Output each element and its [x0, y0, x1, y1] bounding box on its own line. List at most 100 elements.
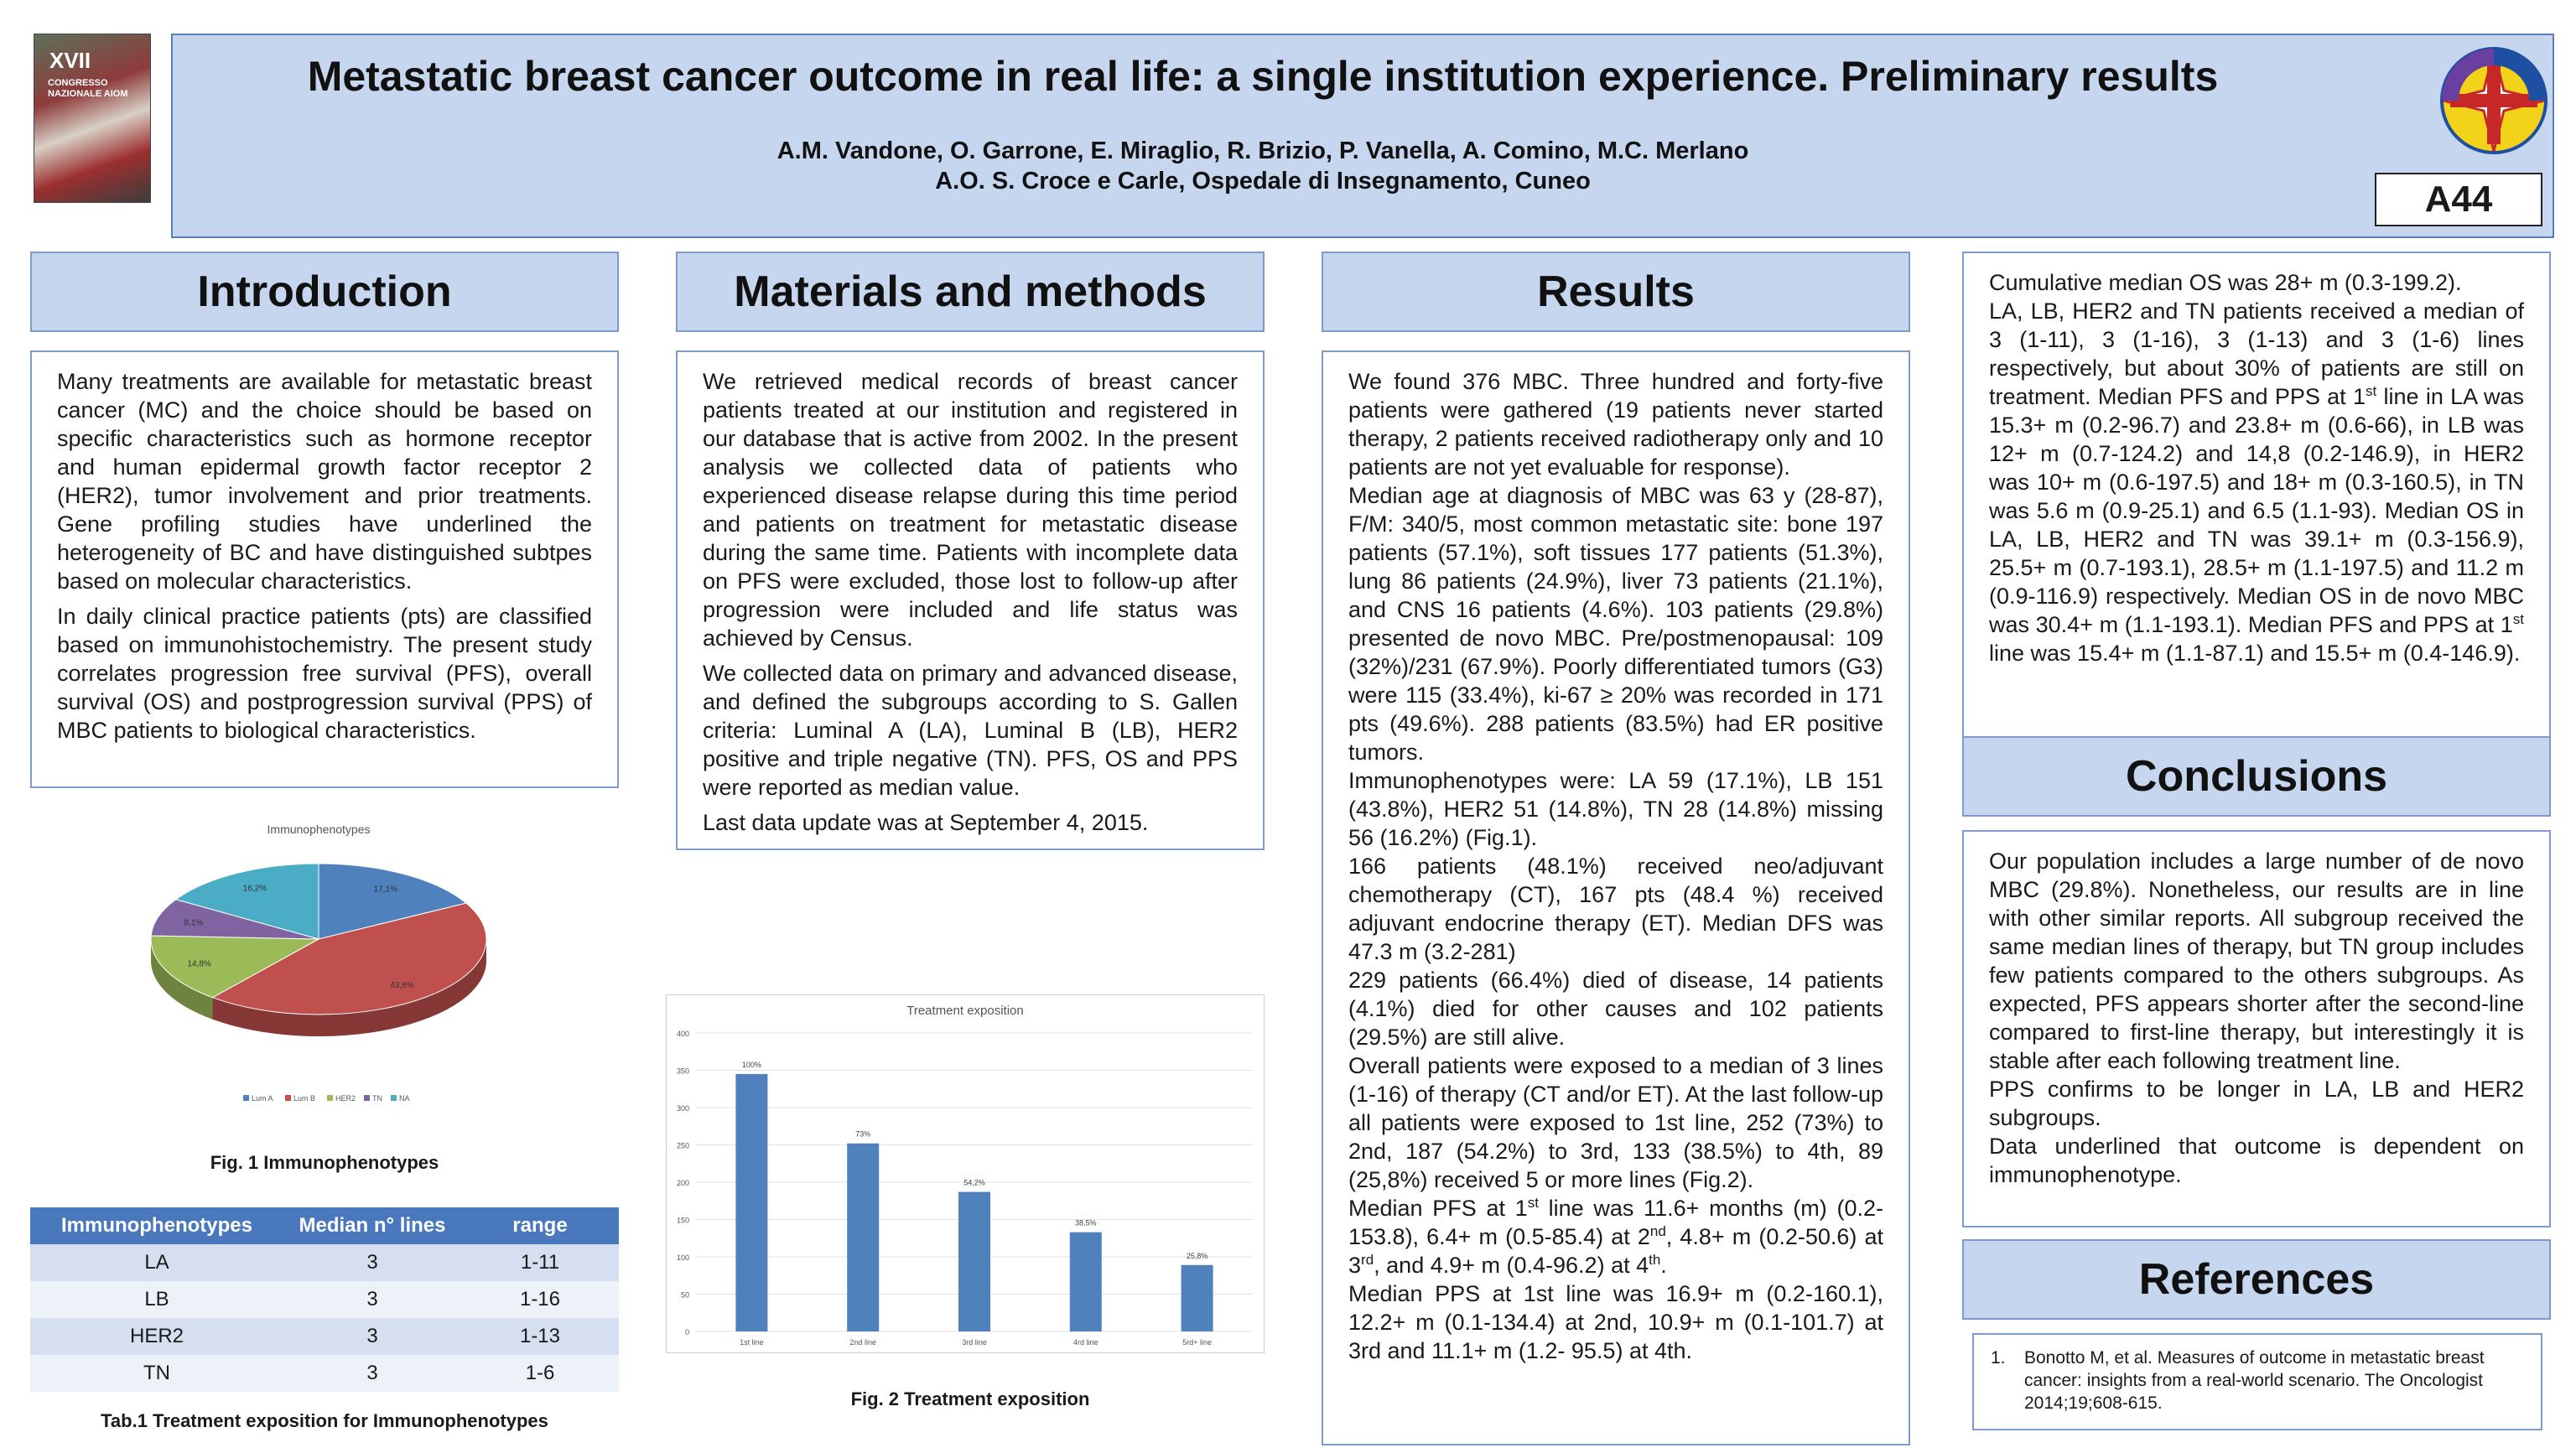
bar-title: Treatment exposition — [906, 1004, 1024, 1018]
congress-logo: XVII CONGRESSO NAZIONALE AIOM — [34, 34, 151, 203]
results-heading: Results — [1322, 252, 1910, 332]
sup-run: st — [2366, 383, 2376, 399]
text-run: line was 15.4+ m (1.1-87.1) and 15.5+ m … — [1989, 641, 2520, 666]
methods-heading: Materials and methods — [676, 252, 1265, 332]
table-row: LA 3 1-11 — [30, 1244, 619, 1281]
methods-paragraph-1: We retrieved medical records of breast c… — [703, 367, 1238, 652]
y-tick-label: 50 — [681, 1291, 689, 1300]
references-heading: References — [1962, 1239, 2551, 1320]
results-paragraph-6: Overall patients were exposed to a media… — [1348, 1051, 1883, 1194]
text-run: line in LA was 15.3+ m (0.2-96.7) and 23… — [1989, 384, 2524, 637]
poster-title: Metastatic breast cancer outcome in real… — [173, 52, 2353, 101]
conclusions-paragraph-1: Our population includes a large number o… — [1989, 847, 2524, 1075]
fig1-pie-chart: Immunophenotypes 17,1% 43,8% 14,8% 8,1% 16,2… — [126, 813, 512, 1115]
table-cell: 3 — [283, 1318, 461, 1355]
legend-label: Lum A — [252, 1094, 273, 1103]
legend-label: NA — [399, 1094, 410, 1103]
y-tick-label: 300 — [677, 1104, 689, 1113]
references-box: 1. Bonotto M, et al. Measures of outcome… — [1972, 1333, 2542, 1430]
y-tick-label: 250 — [677, 1142, 689, 1150]
bar-2 — [847, 1144, 879, 1331]
bar-data-label: 100% — [742, 1061, 761, 1069]
methods-paragraph-2: We collected data on primary and advance… — [703, 659, 1238, 802]
sup-run: st — [2513, 611, 2524, 627]
pie-data-label: 16,2% — [243, 885, 267, 894]
pie-data-label: 43,8% — [390, 981, 413, 990]
pie-data-label: 8,1% — [184, 918, 203, 927]
x-tick-label: 4rd line — [1073, 1338, 1098, 1347]
table-cell: 1-11 — [461, 1244, 619, 1281]
logo-subtitle: CONGRESSO NAZIONALE AIOM — [48, 78, 150, 100]
table-header-median-lines: Median n° lines — [283, 1207, 461, 1244]
bar-3 — [958, 1192, 990, 1331]
table-cell: LA — [30, 1244, 283, 1281]
pie-data-label: 14,8% — [187, 960, 210, 969]
results-paragraph-5: 229 patients (66.4%) died of disease, 14… — [1348, 966, 1883, 1051]
results-paragraph-2: Median age at diagnosis of MBC was 63 y … — [1348, 481, 1883, 766]
text-run: Median PFS at 1 — [1348, 1196, 1528, 1221]
table-cell: 1-6 — [461, 1355, 619, 1392]
institution: A.O. S. Croce e Carle, Ospedale di Inseg… — [173, 166, 2353, 196]
results-box: We found 376 MBC. Three hundred and fort… — [1322, 350, 1910, 1445]
y-tick-label: 150 — [677, 1217, 689, 1225]
poster-code: A44 — [2375, 173, 2542, 226]
fig2-bar-chart: Treatment exposition 0 50 100 150 200 250 300 3… — [666, 994, 1265, 1353]
y-tick-label: 100 — [677, 1253, 689, 1262]
table-cell: 3 — [283, 1355, 461, 1392]
results-paragraph-8: Median PPS at 1st line was 16.9+ m (0.2-… — [1348, 1279, 1883, 1365]
sup-run: rd — [1361, 1252, 1374, 1268]
hospital-logo — [2435, 40, 2553, 158]
text-run: , and 4.9+ m (0.4-96.2) at 4 — [1374, 1253, 1649, 1278]
legend-swatch — [364, 1095, 370, 1101]
table-row: HER2 3 1-13 — [30, 1318, 619, 1355]
pie-title: Immunophenotypes — [267, 823, 371, 836]
author-list: A.M. Vandone, O. Garrone, E. Miraglio, R… — [173, 136, 2353, 166]
table-header-range: range — [461, 1207, 619, 1244]
methods-paragraph-3: Last data update was at September 4, 201… — [703, 808, 1238, 837]
intro-paragraph-1: Many treatments are available for metast… — [57, 367, 592, 595]
conclusions-paragraph-2: PPS confirms to be longer in LA, LB and … — [1989, 1075, 2524, 1132]
table-cell: 1-13 — [461, 1318, 619, 1355]
bar-data-label: 25,8% — [1187, 1252, 1208, 1260]
table-cell: 1-16 — [461, 1281, 619, 1318]
legend-swatch — [327, 1095, 333, 1101]
fig1-caption: Fig. 1 Immunophenotypes — [30, 1152, 619, 1174]
table-row: TN 3 1-6 — [30, 1355, 619, 1392]
table-cell: 3 — [283, 1244, 461, 1281]
treatment-table: Immunophenotypes Median n° lines range L… — [30, 1207, 619, 1392]
bar-data-label: 38,5% — [1075, 1219, 1097, 1227]
x-tick-label: 1st line — [740, 1338, 764, 1347]
x-tick-label: 3rd line — [962, 1338, 987, 1347]
results-paragraph-1: We found 376 MBC. Three hundred and fort… — [1348, 367, 1883, 481]
results-paragraph-7: Median PFS at 1st line was 11.6+ months … — [1348, 1194, 1883, 1279]
table-header-immunophenotypes: Immunophenotypes — [30, 1207, 283, 1244]
sup-run: st — [1528, 1195, 1539, 1211]
methods-box: We retrieved medical records of breast c… — [676, 350, 1265, 850]
table-cell: HER2 — [30, 1318, 283, 1355]
sup-run: nd — [1650, 1223, 1666, 1239]
legend-label: HER2 — [335, 1094, 356, 1103]
conclusions-heading: Conclusions — [1962, 736, 2551, 817]
intro-paragraph-2: In daily clinical practice patients (pts… — [57, 602, 592, 745]
y-tick-label: 400 — [677, 1030, 689, 1038]
legend-swatch — [285, 1095, 291, 1101]
legend-label: Lum B — [293, 1094, 315, 1103]
y-tick-label: 0 — [685, 1328, 689, 1336]
x-tick-label: 5rd+ line — [1182, 1338, 1212, 1347]
conclusions-paragraph-3: Data underlined that outcome is dependen… — [1989, 1132, 2524, 1189]
bar-1 — [735, 1074, 767, 1331]
conclusions-box: Our population includes a large number o… — [1962, 830, 2551, 1227]
x-tick-label: 2nd line — [849, 1338, 876, 1347]
pie-data-label: 17,1% — [374, 885, 397, 895]
introduction-box: Many treatments are available for metast… — [30, 350, 619, 788]
y-tick-label: 350 — [677, 1067, 689, 1076]
legend-label: TN — [372, 1094, 382, 1103]
legend-swatch — [243, 1095, 249, 1101]
sup-run: th — [1649, 1252, 1660, 1268]
table-cell: LB — [30, 1281, 283, 1318]
fig2-caption: Fig. 2 Treatment exposition — [676, 1388, 1265, 1410]
bar-4 — [1070, 1233, 1102, 1331]
table-cell: 3 — [283, 1281, 461, 1318]
bar-5 — [1182, 1265, 1213, 1331]
legend-swatch — [391, 1095, 397, 1101]
